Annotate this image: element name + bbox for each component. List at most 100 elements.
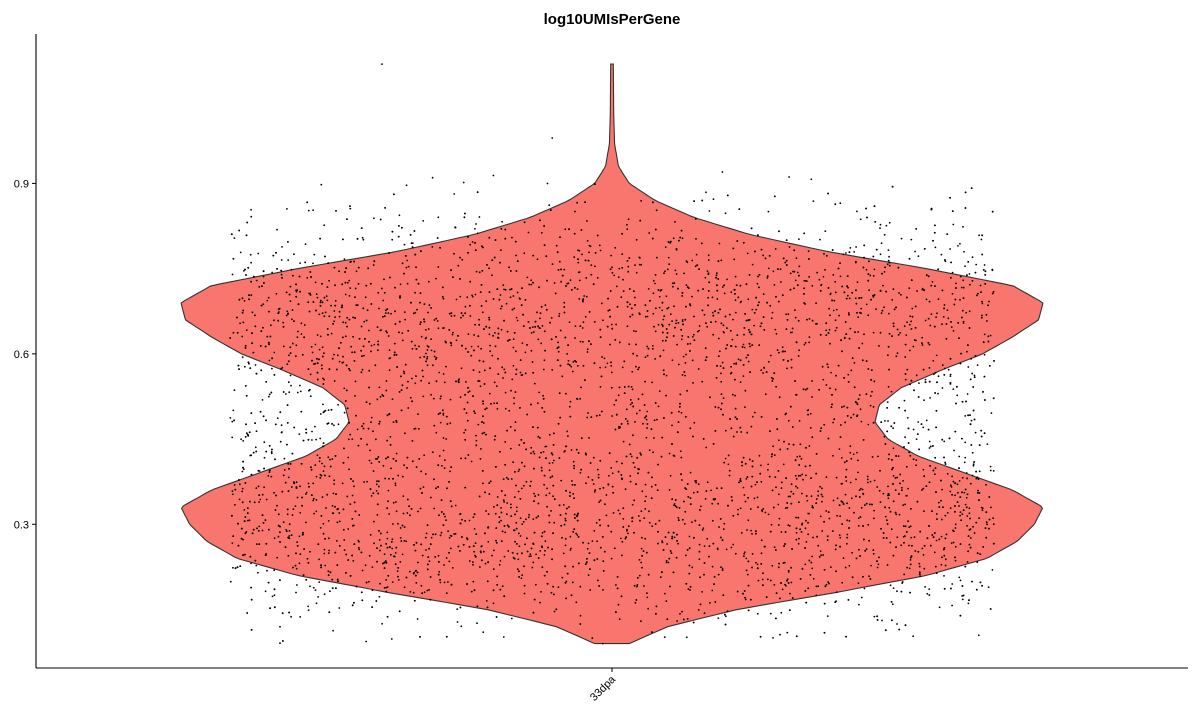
data-point: [345, 267, 347, 270]
data-point: [464, 520, 467, 522]
data-point: [488, 392, 491, 395]
data-point: [515, 254, 517, 257]
data-point: [475, 444, 478, 447]
data-point: [539, 219, 541, 222]
data-point: [391, 581, 394, 583]
data-point: [760, 369, 763, 371]
data-point: [346, 325, 348, 328]
data-point: [980, 238, 983, 241]
data-point: [499, 559, 502, 562]
data-point: [324, 311, 327, 314]
data-point: [548, 492, 551, 495]
data-point: [526, 550, 529, 553]
data-point: [674, 499, 677, 501]
data-point: [689, 589, 691, 591]
data-point: [718, 350, 721, 353]
data-point: [265, 542, 268, 545]
data-point: [560, 268, 562, 271]
data-point: [787, 360, 789, 362]
data-point: [729, 418, 731, 420]
data-point: [790, 581, 793, 584]
data-point: [557, 350, 560, 353]
data-point: [518, 468, 521, 471]
data-point: [242, 460, 245, 463]
data-point: [607, 309, 610, 312]
data-point: [730, 496, 733, 498]
data-point: [758, 454, 761, 457]
data-point: [991, 569, 994, 571]
data-point: [675, 556, 678, 559]
data-point: [598, 244, 601, 247]
data-point: [529, 327, 531, 329]
data-point: [968, 310, 971, 313]
data-point: [446, 423, 449, 425]
data-point: [618, 341, 621, 344]
data-point: [586, 348, 589, 351]
data-point: [480, 284, 483, 286]
data-point: [966, 393, 969, 395]
data-point: [915, 374, 918, 377]
data-point: [909, 315, 912, 318]
data-point: [521, 574, 524, 577]
data-point: [979, 284, 982, 287]
data-point: [835, 570, 837, 573]
data-point: [646, 592, 648, 595]
data-point: [241, 490, 244, 493]
data-point: [659, 576, 662, 578]
data-point: [811, 285, 814, 287]
data-point: [892, 427, 894, 430]
data-point: [622, 526, 625, 528]
data-point: [590, 264, 593, 266]
data-point: [657, 405, 660, 408]
data-point: [515, 510, 518, 513]
data-point: [433, 507, 436, 510]
data-point: [976, 552, 979, 555]
data-point: [434, 556, 437, 558]
data-point: [968, 512, 971, 515]
data-point: [623, 392, 626, 394]
data-point: [689, 471, 692, 474]
data-point: [746, 252, 749, 255]
data-point: [540, 231, 543, 234]
data-point: [245, 234, 248, 237]
data-point: [233, 237, 236, 240]
data-point: [743, 552, 746, 555]
data-point: [269, 607, 271, 610]
data-point: [443, 564, 445, 566]
data-point: [338, 512, 341, 514]
data-point: [646, 427, 648, 429]
data-point: [886, 401, 889, 403]
data-point: [592, 456, 595, 459]
data-point: [319, 437, 322, 440]
data-point: [685, 636, 688, 639]
data-point: [874, 221, 877, 223]
data-point: [954, 523, 957, 526]
data-point: [411, 377, 413, 380]
data-point: [431, 451, 434, 454]
data-point: [848, 507, 851, 509]
data-point: [564, 538, 567, 540]
data-point: [881, 619, 883, 622]
data-point: [541, 532, 544, 534]
data-point: [530, 452, 532, 455]
data-point: [928, 300, 931, 303]
data-point: [815, 585, 818, 588]
data-point: [860, 506, 863, 509]
data-point: [443, 327, 445, 329]
data-point: [711, 296, 714, 299]
data-point: [565, 512, 567, 515]
data-point: [795, 393, 798, 396]
data-point: [241, 356, 244, 358]
data-point: [330, 332, 333, 335]
data-point: [915, 438, 918, 440]
data-point: [460, 367, 463, 370]
data-point: [797, 542, 800, 545]
data-point: [289, 285, 292, 288]
data-point: [976, 294, 978, 297]
data-point: [921, 547, 924, 550]
data-point: [307, 301, 310, 304]
data-point: [715, 274, 718, 277]
data-point: [376, 458, 379, 460]
data-point: [291, 342, 294, 345]
data-point: [778, 351, 780, 354]
